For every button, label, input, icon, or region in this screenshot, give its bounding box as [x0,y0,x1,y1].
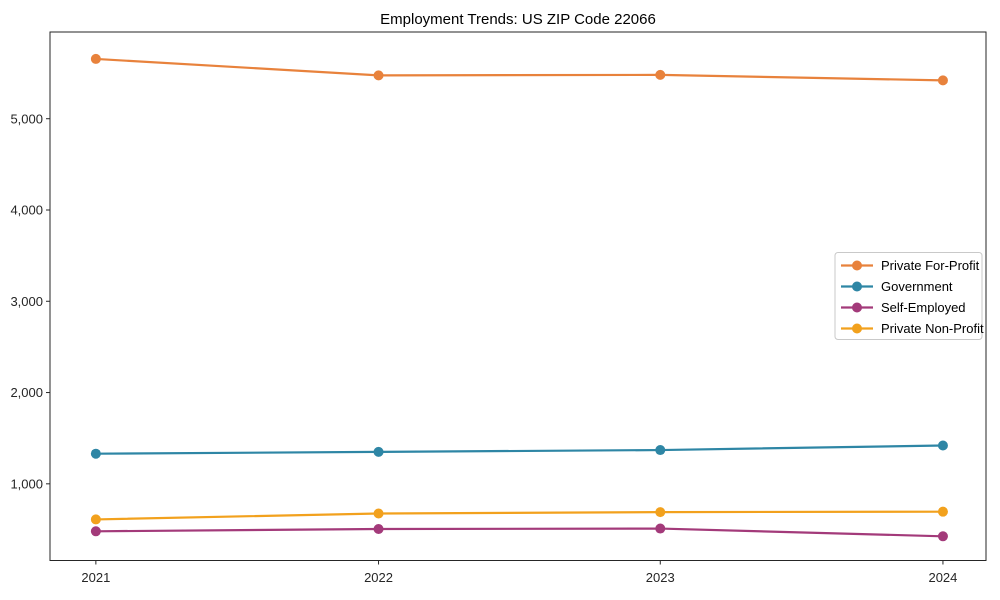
legend-box [834,252,983,340]
x-tick-label: 2021 [81,570,110,585]
series-line-self-employed [94,527,945,538]
series-government [90,440,948,459]
legend-marker [852,260,862,271]
y-tick-label: 3,000 [10,294,43,309]
series-private-for-profit [90,53,948,86]
data-point-private-non-profit-2023 [655,507,666,518]
y-axis: 1,000 2,000 3,000 4,000 5,000 [10,111,50,491]
legend-marker [852,281,862,292]
x-tick-label: 2023 [646,570,675,585]
y-tick-label: 1,000 [10,476,43,491]
series-line-government [94,444,945,455]
legend-entry-self-employed: Self-Employed [841,300,966,315]
data-point-private-non-profit-2021 [90,514,101,525]
data-point-government-2023 [655,445,666,456]
series-self-employed [90,523,948,542]
legend-marker [852,302,862,313]
legend-entry-private-non-profit: Private Non-Profit [841,321,984,336]
series-line-private-non-profit [94,510,945,521]
data-point-self-employed-2024 [937,531,948,542]
y-tick-label: 5,000 [10,111,43,126]
legend-entry-government: Government [841,279,953,294]
x-tick-label: 2022 [364,570,393,585]
data-point-self-employed-2023 [655,523,666,534]
series-line-private-for-profit [94,57,945,82]
y-tick-label: 2,000 [10,385,43,400]
data-point-government-2022 [373,446,384,457]
legend-label: Private For-Profit [881,258,980,273]
data-point-government-2021 [90,448,101,459]
y-tick-label: 4,000 [10,203,43,218]
data-point-self-employed-2021 [90,526,101,537]
chart-title: Employment Trends: US ZIP Code 22066 [380,11,656,28]
legend: Private For-Profit Government Self-Employe… [834,252,984,340]
data-point-government-2024 [937,440,948,451]
legend-label: Government [881,279,953,294]
data-point-private-for-profit-2023 [655,69,666,80]
data-point-private-for-profit-2024 [937,75,948,86]
legend-label: Self-Employed [881,300,966,315]
data-point-private-for-profit-2022 [373,70,384,81]
legend-entry-private-for-profit: Private For-Profit [841,258,980,273]
plot-frame [49,31,987,561]
x-axis: 2021 2022 2023 2024 [81,560,957,585]
data-point-self-employed-2022 [373,524,384,535]
legend-marker [852,323,862,334]
data-point-private-for-profit-2021 [90,53,101,64]
legend-label: Private Non-Profit [881,321,984,336]
data-point-private-non-profit-2024 [937,506,948,517]
series-private-non-profit [90,506,948,525]
data-point-private-non-profit-2022 [373,508,384,519]
x-tick-label: 2024 [928,570,957,585]
